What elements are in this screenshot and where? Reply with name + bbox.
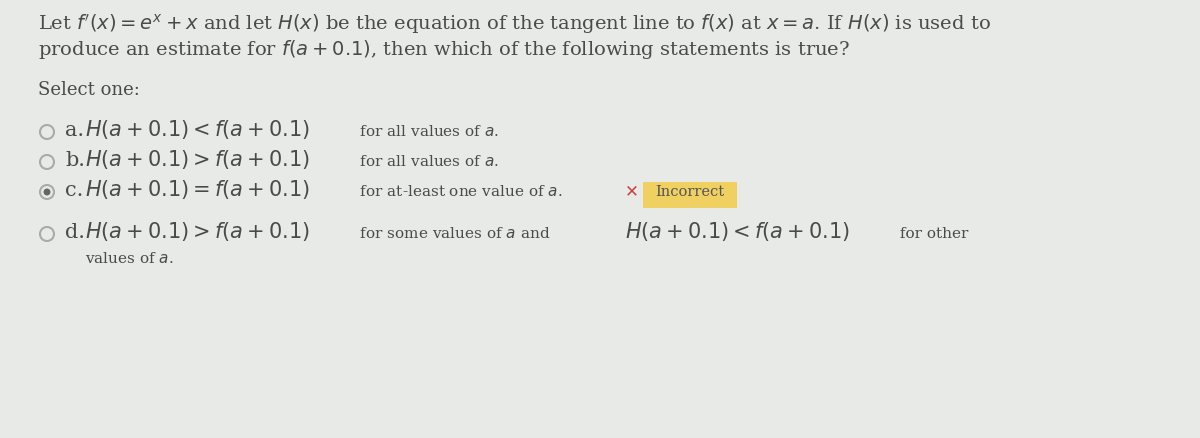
Text: for other: for other <box>895 227 968 241</box>
Circle shape <box>43 188 50 195</box>
Text: for all values of $a$.: for all values of $a$. <box>355 124 499 139</box>
Text: values of $a$.: values of $a$. <box>85 251 174 266</box>
Text: $H(a+0.1) = f(a+0.1)$: $H(a+0.1) = f(a+0.1)$ <box>85 178 310 201</box>
Text: produce an estimate for $f(a+0.1)$, then which of the following statements is tr: produce an estimate for $f(a+0.1)$, then… <box>38 38 850 61</box>
Text: $H(a+0.1) > f(a+0.1)$: $H(a+0.1) > f(a+0.1)$ <box>85 220 310 243</box>
Text: Let $f'(x)=e^x+x$ and let $H(x)$ be the equation of the tangent line to $f(x)$ a: Let $f'(x)=e^x+x$ and let $H(x)$ be the … <box>38 12 991 36</box>
Text: $H(a+0.1) < f(a+0.1)$: $H(a+0.1) < f(a+0.1)$ <box>625 220 850 243</box>
Text: $H(a+0.1) > f(a+0.1)$: $H(a+0.1) > f(a+0.1)$ <box>85 148 310 171</box>
Text: Select one:: Select one: <box>38 81 140 99</box>
Text: for at-least one value of $a$.: for at-least one value of $a$. <box>355 184 563 199</box>
Text: for some values of $a$ and: for some values of $a$ and <box>355 226 551 241</box>
Text: c.: c. <box>65 181 83 200</box>
Text: Incorrect: Incorrect <box>655 185 725 199</box>
Text: b.: b. <box>65 151 85 170</box>
Text: d.: d. <box>65 223 85 242</box>
FancyBboxPatch shape <box>643 182 737 208</box>
Text: $H(a+0.1) < f(a+0.1)$: $H(a+0.1) < f(a+0.1)$ <box>85 118 310 141</box>
Text: a.: a. <box>65 121 84 140</box>
Text: ✕: ✕ <box>625 182 638 200</box>
Text: for all values of $a$.: for all values of $a$. <box>355 154 499 169</box>
